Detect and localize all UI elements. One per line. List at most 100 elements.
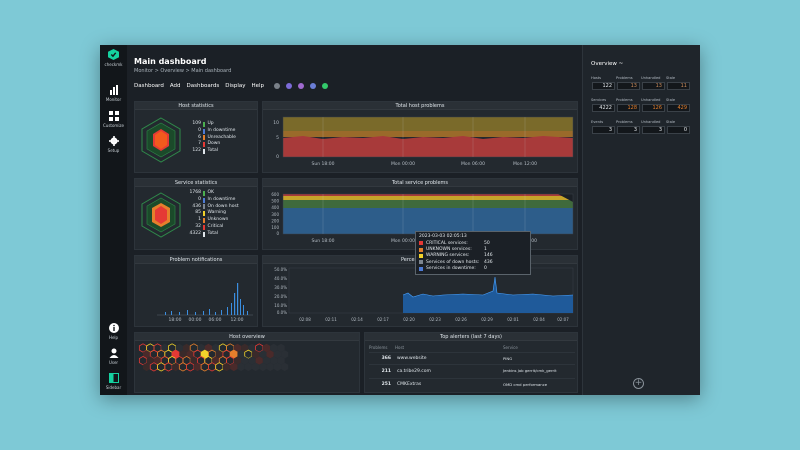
host-hexagon-tile[interactable] xyxy=(153,356,162,365)
service-problems-chart[interactable]: 600 500 400 300 200 100 0 Sun 18:00 Mon … xyxy=(263,188,577,250)
status-ok-icon[interactable] xyxy=(322,83,329,89)
host-hexagon-tile[interactable] xyxy=(248,356,256,365)
cell[interactable]: Jenkins Job gerrit/cmk_gerrit xyxy=(503,368,557,374)
events-unhandled[interactable]: 3 xyxy=(642,126,665,134)
host-hexagon-tile[interactable] xyxy=(251,362,260,372)
legend-row-total[interactable]: 4322 Total xyxy=(179,231,239,238)
host-hexagon-tile[interactable] xyxy=(233,356,242,365)
menu-add[interactable]: Add xyxy=(169,83,181,89)
nav-setup[interactable]: Setup xyxy=(100,136,127,153)
hosts-unhandled[interactable]: 13 xyxy=(642,82,665,90)
host-hexagon-tile[interactable] xyxy=(259,350,267,359)
hosts-stale[interactable]: 11 xyxy=(667,82,690,90)
overview-title[interactable]: Overview ~ xyxy=(591,61,624,67)
menu-help[interactable]: Help xyxy=(251,83,265,89)
logo[interactable]: checkmk xyxy=(100,49,127,67)
cell[interactable]: ca.tribe29.com xyxy=(397,369,431,374)
menu-dashboards[interactable]: Dashboards xyxy=(186,83,220,89)
host-hexagon-tile[interactable] xyxy=(193,362,202,372)
shield-icon[interactable] xyxy=(310,83,317,89)
add-snapin-button[interactable]: + xyxy=(633,378,644,389)
nav-monitor[interactable]: Monitor xyxy=(100,85,127,102)
host-hexagon-tile[interactable] xyxy=(255,356,263,365)
host-hexagon-tile[interactable] xyxy=(244,362,252,372)
host-hexagon-tile[interactable] xyxy=(190,356,198,365)
host-hexagon-tile[interactable] xyxy=(161,343,169,353)
host-hexagon-tile[interactable] xyxy=(262,356,271,365)
host-hexagon-tile[interactable] xyxy=(241,343,249,353)
table-row[interactable]: 366 www.website PING xyxy=(369,352,575,364)
host-hexagon-tile[interactable] xyxy=(149,362,158,372)
notifications-chart[interactable]: 18:00 00:00 06:00 12:00 xyxy=(135,265,257,327)
host-hexagon-tile[interactable] xyxy=(230,362,238,372)
host-hexagon-tile[interactable] xyxy=(277,356,285,365)
host-hexagon-tile[interactable] xyxy=(143,350,151,359)
host-hexagon-tile[interactable] xyxy=(215,362,224,372)
nav-sidebar[interactable]: Sidebar xyxy=(100,373,127,390)
host-hexagon-tile[interactable] xyxy=(164,362,173,372)
events-count[interactable]: 3 xyxy=(592,126,615,134)
cell[interactable]: OMD cmd performance xyxy=(503,382,548,387)
host-hexagon-tile[interactable] xyxy=(233,343,242,353)
moon-icon[interactable] xyxy=(274,83,281,89)
host-hexagon-tile[interactable] xyxy=(281,362,289,372)
host-hexagon-tile[interactable] xyxy=(172,362,180,372)
legend-row-unreachable[interactable]: 6 Unreachable xyxy=(179,135,236,142)
host-hexagon-tile[interactable] xyxy=(262,343,271,353)
host-hexagon-tile[interactable] xyxy=(146,356,154,365)
menu-display[interactable]: Display xyxy=(225,83,246,89)
host-hexagon-tile[interactable] xyxy=(215,350,223,359)
host-hexagon-tile[interactable] xyxy=(273,362,282,372)
events-stale[interactable]: 0 xyxy=(667,126,690,134)
host-hexagon-tile[interactable] xyxy=(237,350,245,359)
host-hexagon-tile[interactable] xyxy=(186,362,195,372)
host-hexagon-tile[interactable] xyxy=(237,362,245,372)
services-stale[interactable]: 429 xyxy=(667,104,690,112)
cell[interactable]: PING xyxy=(503,356,513,361)
table-row[interactable]: 251 CMKExtras OMD cmd performance xyxy=(369,378,575,390)
host-hexagon-tile[interactable] xyxy=(186,350,194,359)
legend-row-ok[interactable]: 1768 OK xyxy=(179,190,239,197)
host-hexagon-tile[interactable] xyxy=(248,343,256,353)
hosts-problems[interactable]: 13 xyxy=(617,82,640,90)
host-hexagon-tile[interactable] xyxy=(212,356,220,365)
host-hexagon-tile[interactable] xyxy=(244,349,253,359)
events-problems[interactable]: 3 xyxy=(617,126,640,134)
services-unhandled[interactable]: 126 xyxy=(642,104,665,112)
host-hexagon-tile[interactable] xyxy=(207,362,217,372)
host-hexagon-tile[interactable] xyxy=(281,350,289,359)
host-hexagon-tile[interactable] xyxy=(178,362,187,372)
menu-dashboard[interactable]: Dashboard xyxy=(134,83,164,89)
nav-help[interactable]: Help xyxy=(100,323,127,340)
host-overview-hexmap[interactable] xyxy=(135,342,359,392)
percentage-chart[interactable]: 50.0% 40.0% 30.0% 20.0% 10.0% 0.0% 02:08… xyxy=(263,265,577,327)
host-hexagon-tile[interactable] xyxy=(270,356,278,365)
nav-customize[interactable]: Customize xyxy=(100,111,127,128)
host-hexagon-tile[interactable] xyxy=(251,350,260,359)
bookmark-icon[interactable] xyxy=(298,83,305,89)
host-hexagon-tile[interactable] xyxy=(179,350,187,359)
host-hexagon-tile[interactable] xyxy=(277,343,285,353)
host-hexagon-tile[interactable] xyxy=(175,343,183,353)
legend-row-up[interactable]: 109 Up xyxy=(179,121,236,128)
host-problems-chart[interactable]: 10 5 0 Sun 18:00 Mon 00:00 Mon 06:00 Mon… xyxy=(263,111,577,173)
host-hexagon-tile[interactable] xyxy=(222,362,231,372)
hosts-count[interactable]: 122 xyxy=(592,82,615,90)
legend-row-downtime[interactable]: 0 In downtime xyxy=(179,128,236,135)
host-hexagon-tile[interactable] xyxy=(241,356,249,365)
services-count[interactable]: 4222 xyxy=(592,104,615,112)
legend-row-downtime[interactable]: 0 In downtime xyxy=(179,197,239,204)
table-row[interactable]: 211 ca.tribe29.com Jenkins Job gerrit/cm… xyxy=(369,364,575,378)
services-problems[interactable]: 128 xyxy=(617,104,640,112)
legend-row-down[interactable]: 7 Down xyxy=(179,141,236,148)
host-hexagon-tile[interactable] xyxy=(182,343,191,353)
legend-row-warning[interactable]: 85 Warning xyxy=(179,210,239,217)
cell[interactable]: CMKExtras xyxy=(397,382,422,387)
host-hexagon-tile[interactable] xyxy=(197,343,205,353)
host-hexagon-tile[interactable] xyxy=(266,350,274,359)
cell[interactable]: www.website xyxy=(397,356,427,361)
host-hexagon-tile[interactable] xyxy=(204,343,213,353)
host-hexagon-tile[interactable] xyxy=(157,362,166,372)
legend-row-unknown[interactable]: 1 Unknown xyxy=(179,217,239,224)
host-hexagon-tile[interactable] xyxy=(212,343,220,353)
